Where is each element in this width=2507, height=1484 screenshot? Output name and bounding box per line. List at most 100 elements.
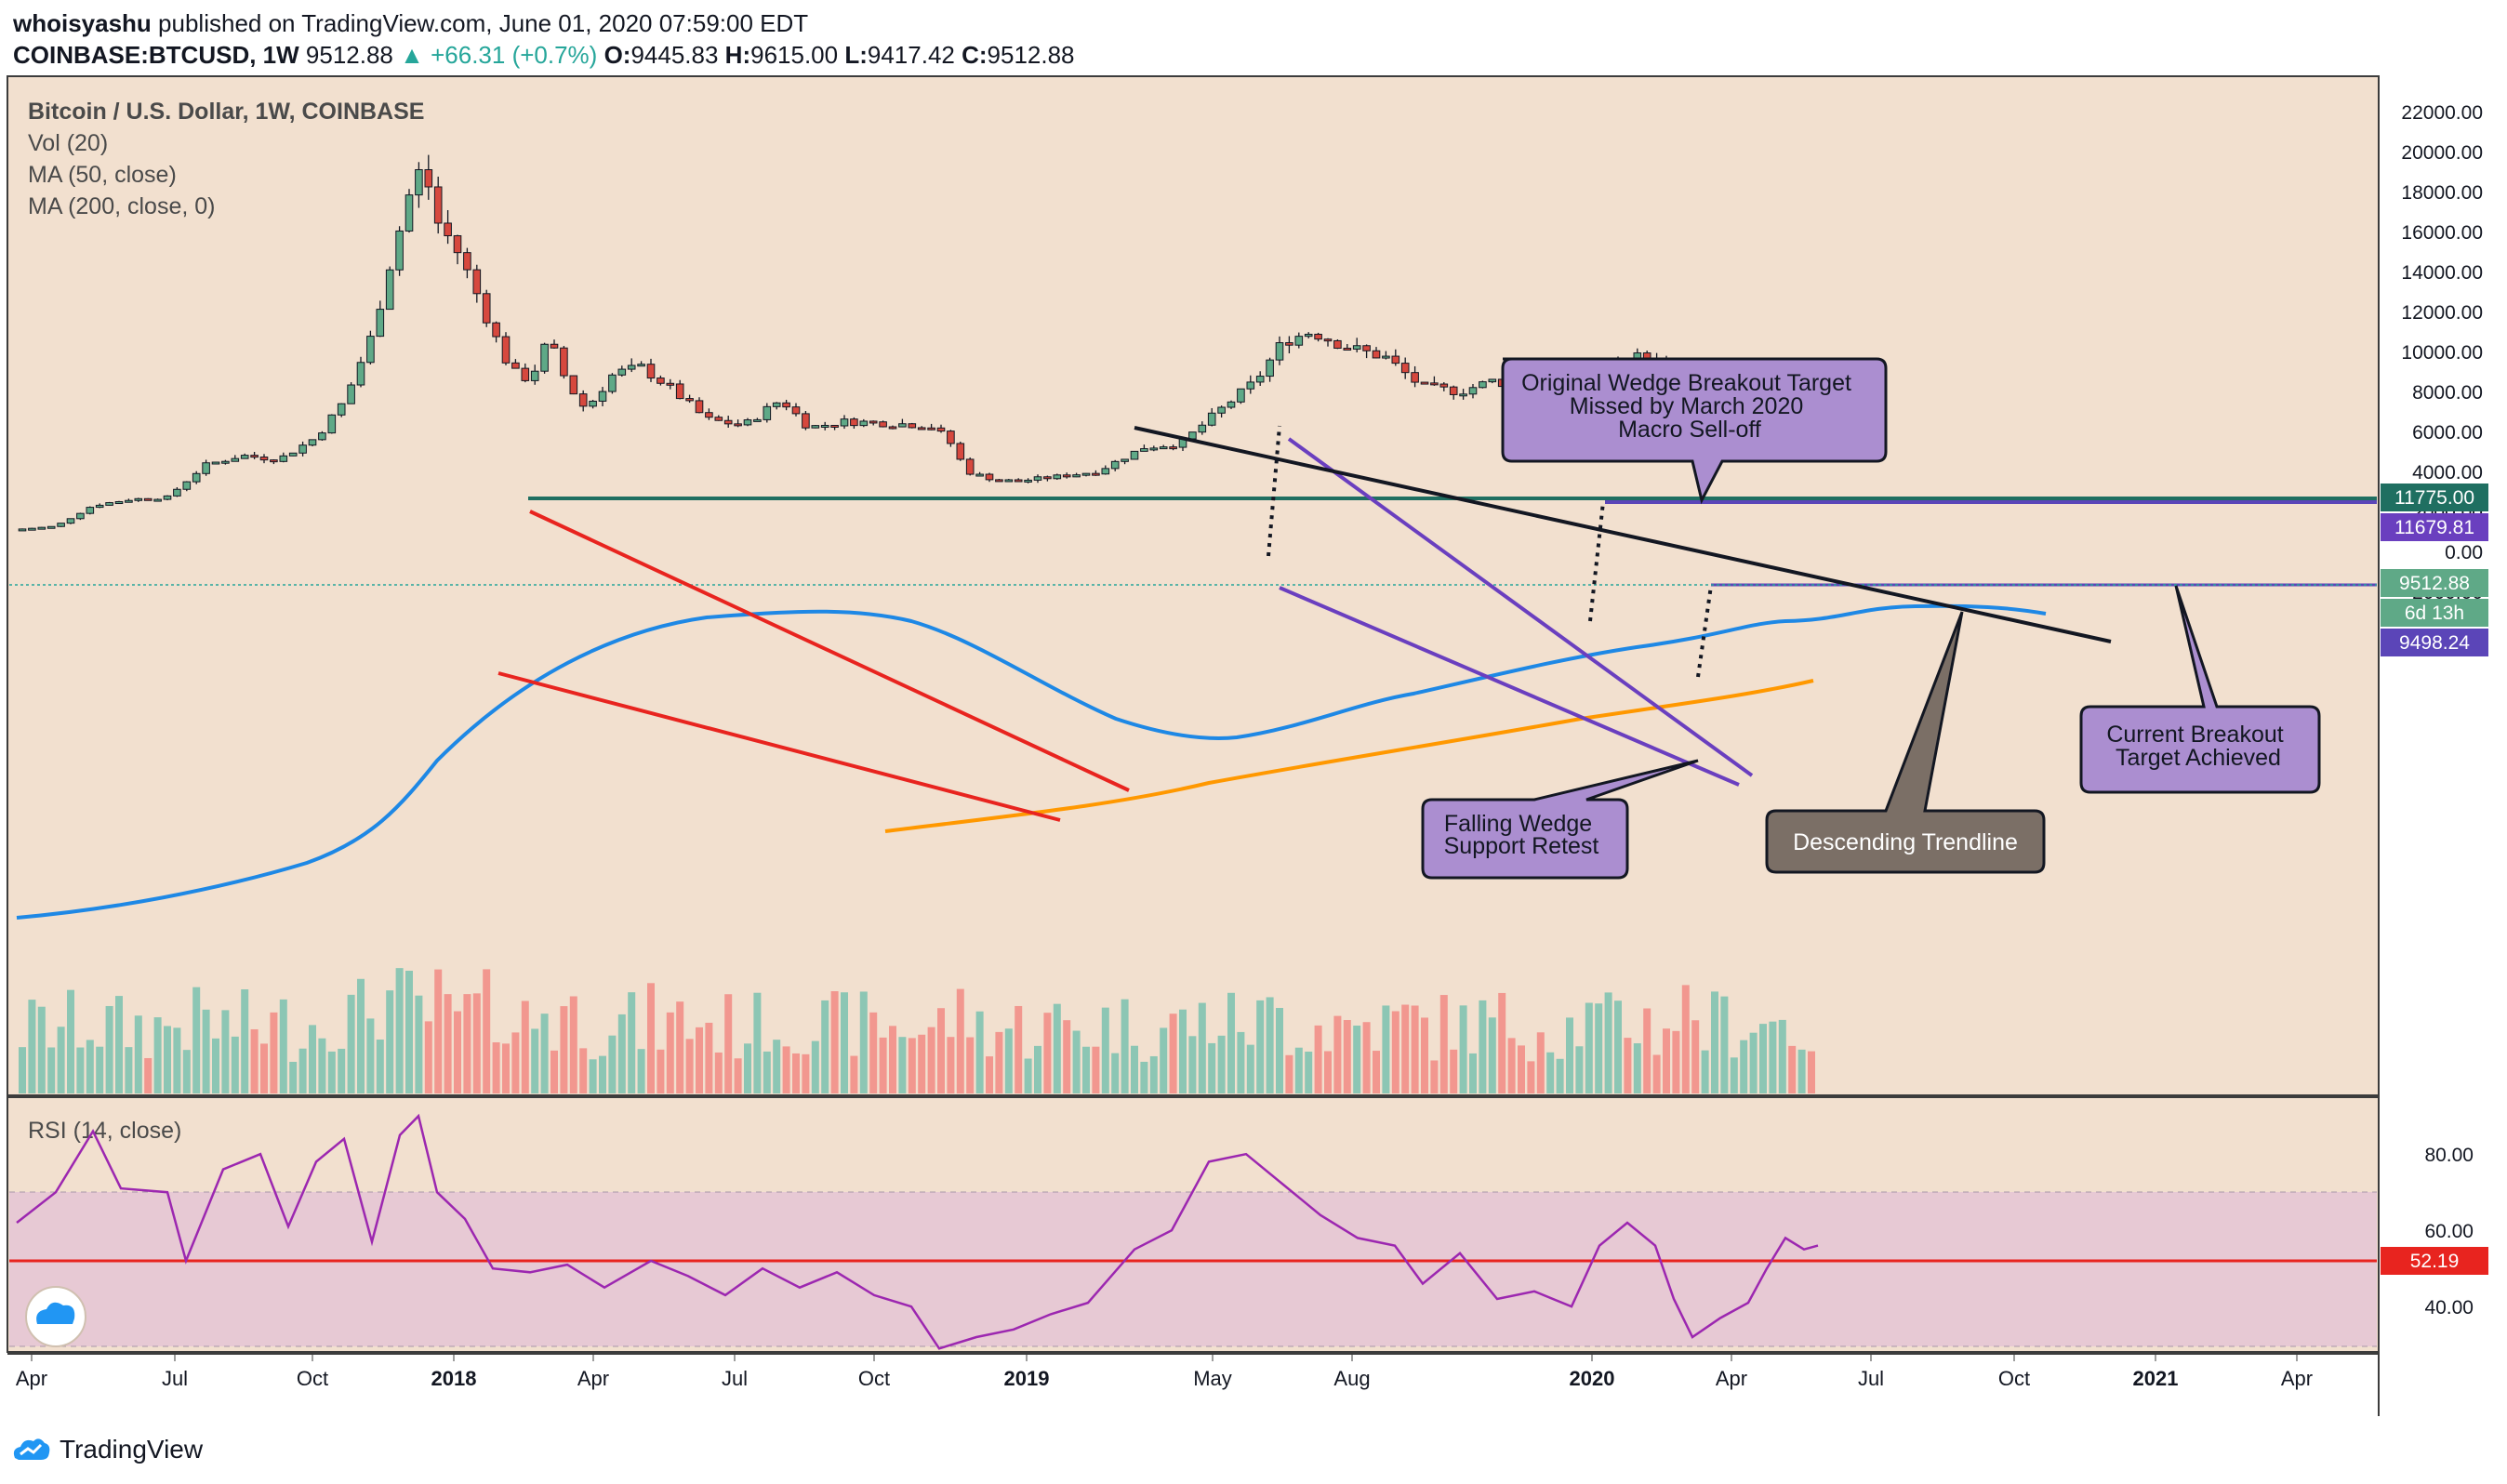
- volume-bar: [424, 1021, 432, 1093]
- brand-footer[interactable]: TradingView: [11, 1434, 203, 1465]
- volume-bar: [995, 1031, 1003, 1093]
- volume-bar: [1672, 1030, 1680, 1093]
- volume-bar: [1633, 1043, 1641, 1093]
- volume-bar: [1343, 1020, 1351, 1093]
- volume-bar: [1333, 1015, 1342, 1093]
- volume-bar: [192, 987, 201, 1093]
- time-axis-tick: Jul: [1858, 1367, 1884, 1390]
- volume-bar: [1808, 1051, 1815, 1093]
- volume-bar: [1053, 1003, 1061, 1093]
- volume-bar: [1208, 1042, 1216, 1093]
- candle-body: [1439, 383, 1449, 388]
- candle-body: [415, 168, 423, 196]
- volume-bar: [1759, 1024, 1767, 1093]
- volume-bar: [338, 1048, 346, 1093]
- candle-body: [1246, 381, 1255, 390]
- up-arrow-icon: ▲: [400, 41, 424, 69]
- candle-body: [308, 439, 317, 446]
- candle-body: [1033, 476, 1042, 481]
- tv-cloud-icon: [36, 1302, 75, 1324]
- volume-bar: [1507, 1038, 1516, 1093]
- volume-bar: [347, 994, 355, 1093]
- volume-bar: [1391, 1011, 1399, 1093]
- candle-body: [820, 424, 829, 428]
- volume-bar: [221, 1010, 230, 1093]
- level-tag: [2381, 484, 2488, 511]
- candle-body: [511, 362, 520, 369]
- volume-bar: [1624, 1038, 1632, 1093]
- candle-body: [898, 423, 907, 428]
- volume-bar: [376, 1040, 384, 1093]
- candle-body: [444, 222, 452, 237]
- current-target-callout[interactable]: [2079, 585, 2321, 794]
- candle-body: [947, 431, 955, 444]
- candle-body: [927, 427, 935, 431]
- volume-bar: [483, 969, 491, 1093]
- volume-bar: [454, 1011, 461, 1093]
- candle-body: [114, 501, 124, 505]
- falling-wedge-callout[interactable]: [1421, 759, 1699, 880]
- candle-body: [1430, 382, 1439, 386]
- volume-bar: [357, 978, 365, 1093]
- candle-body: [1188, 431, 1197, 440]
- volume-bar: [212, 1038, 219, 1093]
- chart-canvas[interactable]: Bitcoin / U.S. Dollar, 1W, COINBASE Vol …: [0, 73, 2507, 1432]
- volume-bar: [1479, 1000, 1487, 1093]
- volume-bar: [1227, 992, 1235, 1093]
- volume-bar: [1256, 1000, 1265, 1093]
- time-axis-tick: Oct: [297, 1367, 328, 1390]
- candle-body: [405, 194, 414, 232]
- measured-move-1: [1267, 425, 1281, 557]
- publisher-name[interactable]: whoisyashu: [13, 9, 152, 37]
- candle-body: [598, 391, 607, 402]
- volume-bar: [463, 994, 471, 1093]
- candle-body: [95, 504, 104, 509]
- volume-bar: [841, 992, 848, 1093]
- volume-bar: [1160, 1027, 1168, 1093]
- candle-body: [28, 527, 36, 531]
- candle-body: [879, 421, 887, 428]
- volume-bar: [1324, 1051, 1332, 1093]
- original-target-callout[interactable]: [1501, 357, 1888, 505]
- volume-bar: [125, 1047, 133, 1093]
- volume-bar: [231, 1036, 239, 1093]
- candle-body: [550, 343, 559, 349]
- time-axis-tick: Jul: [722, 1367, 748, 1390]
- volume-bar: [134, 1015, 142, 1093]
- candle-body: [279, 455, 288, 462]
- candle-body: [956, 443, 965, 460]
- candle-body: [453, 235, 462, 254]
- volume-bar: [1691, 1020, 1700, 1093]
- time-axis-tick: 2018: [431, 1367, 477, 1390]
- candle-body: [37, 526, 46, 530]
- candle-body: [811, 425, 820, 429]
- measured-move-2: [1588, 501, 1605, 622]
- volume-bar: [792, 1053, 800, 1093]
- volume-bar: [444, 994, 452, 1093]
- time-axis-tick: Aug: [1333, 1367, 1370, 1390]
- symbol-label: COINBASE:BTCUSD, 1W: [13, 41, 299, 69]
- volume-bar: [1585, 1002, 1593, 1093]
- candle-body: [46, 525, 56, 529]
- volume-bar: [1004, 1028, 1013, 1093]
- candle-body: [153, 498, 162, 502]
- ma200-line: [884, 679, 1814, 833]
- ohlc-line: COINBASE:BTCUSD, 1W 9512.88 ▲ +66.31 (+0…: [13, 41, 1075, 70]
- volume-bar: [1749, 1032, 1758, 1093]
- volume-bar: [1362, 1022, 1371, 1093]
- candle-body: [1101, 468, 1110, 475]
- candle-body: [802, 413, 810, 429]
- volume-bar: [859, 991, 868, 1093]
- volume-bar: [250, 1028, 259, 1093]
- volume-bar: [821, 1000, 829, 1093]
- descending-callout[interactable]: [1765, 611, 2046, 874]
- candle-body: [1198, 424, 1207, 433]
- candle-body: [472, 269, 482, 295]
- ma50-tag: [2381, 629, 2488, 656]
- volume-bar: [599, 1055, 606, 1093]
- countdown-tag: [2381, 599, 2488, 627]
- volume-bar: [1439, 995, 1448, 1093]
- candle-body: [675, 383, 684, 400]
- volume-bar: [1740, 1040, 1748, 1093]
- volume-bar: [1401, 1004, 1410, 1093]
